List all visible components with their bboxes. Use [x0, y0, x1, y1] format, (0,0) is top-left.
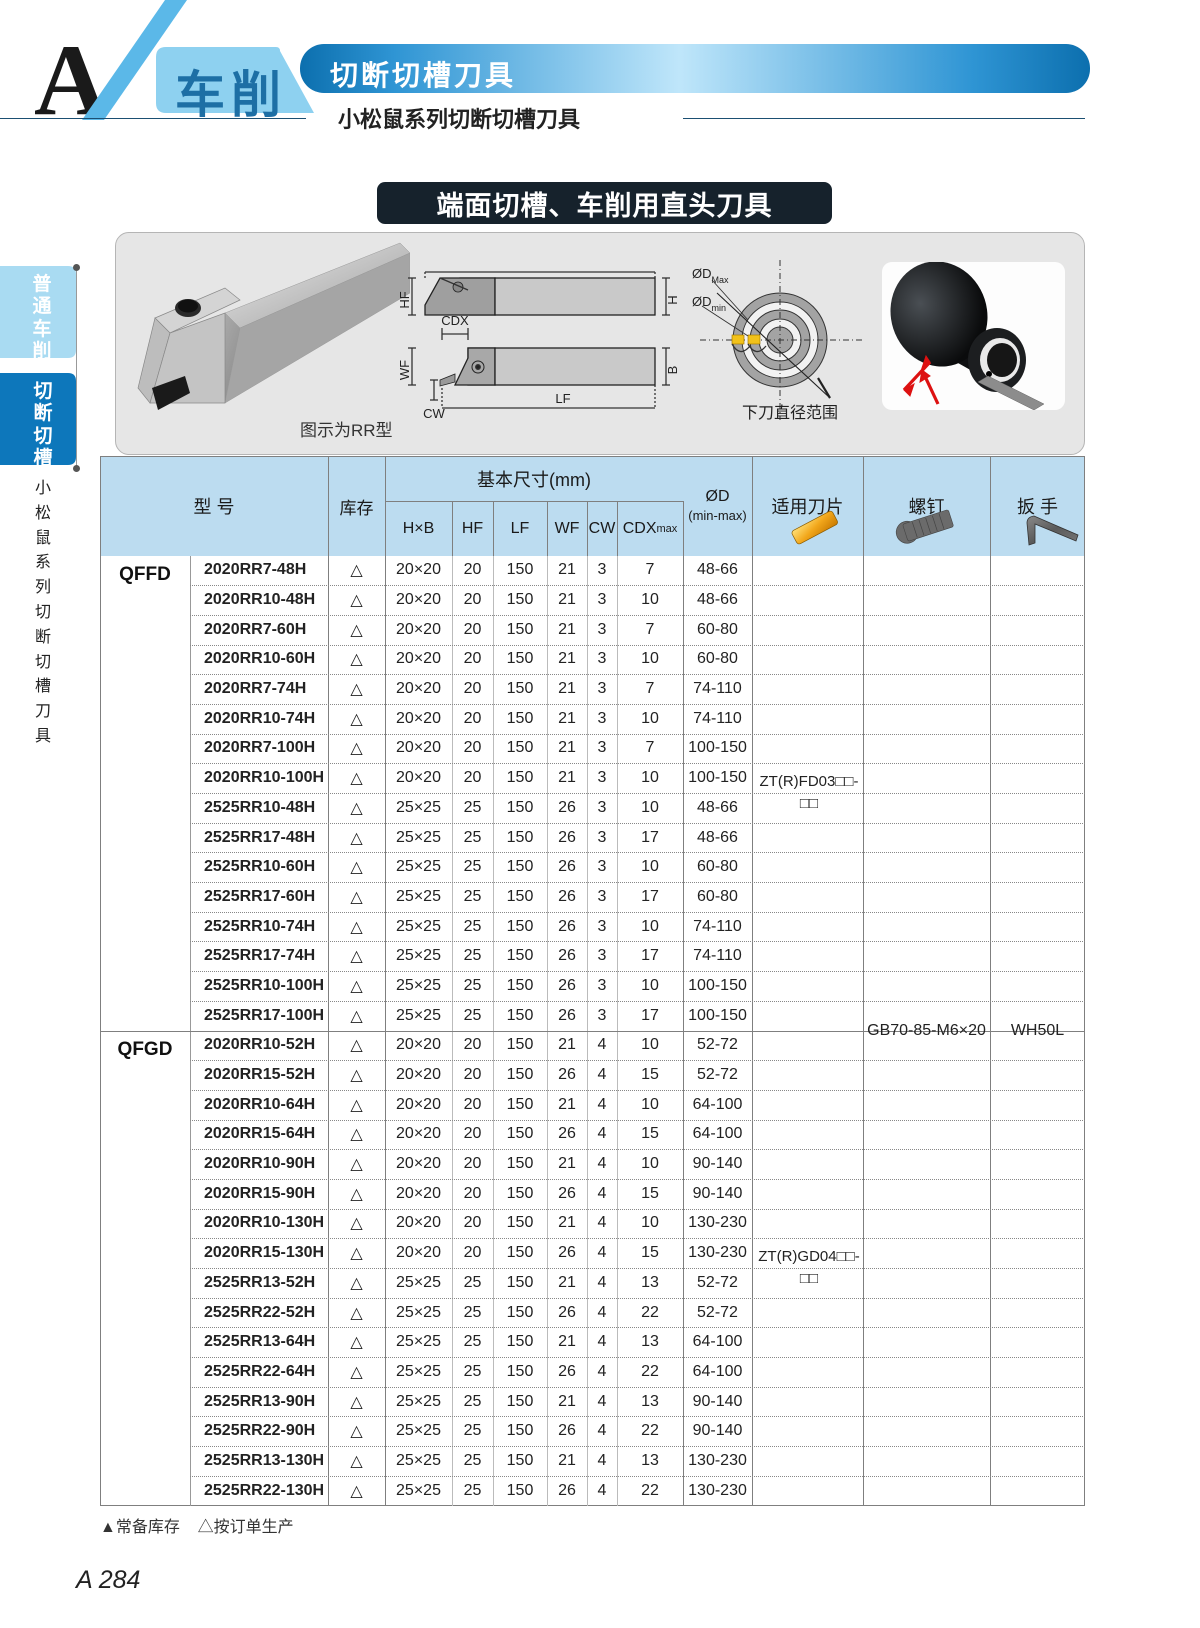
svg-text:LF: LF — [555, 391, 570, 406]
svg-text:HF: HF — [400, 291, 412, 308]
svg-text:WF: WF — [400, 360, 412, 380]
svg-text:下刀直径范围: 下刀直径范围 — [742, 404, 838, 422]
svg-text:B: B — [665, 366, 680, 375]
svg-text:CW: CW — [423, 406, 445, 420]
svg-text:ØDMax: ØDMax — [692, 266, 729, 285]
svg-text:CDX: CDX — [441, 313, 469, 328]
svg-text:H: H — [665, 295, 680, 304]
